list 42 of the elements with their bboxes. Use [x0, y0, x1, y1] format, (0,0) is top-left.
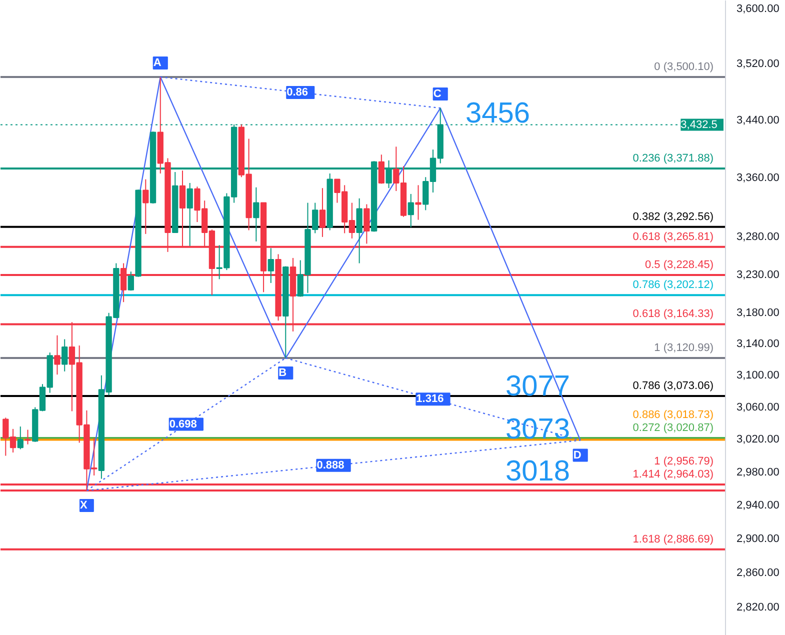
ref-line-label: 3,432.5 — [680, 118, 718, 131]
y-tick-label: 2,820.00 — [736, 602, 780, 614]
data-label: A — [153, 56, 162, 69]
annotation: 3456 — [466, 98, 530, 130]
y-tick-label: 3,230.00 — [736, 268, 780, 281]
y-tick-label: 2,900.00 — [736, 533, 780, 546]
y-tick-label: 3,280.00 — [736, 231, 780, 244]
y-tick-label: 2,940.00 — [736, 499, 780, 512]
ref-line-label: 0.618 (3,164.33) — [632, 308, 714, 320]
data-label: B — [278, 367, 287, 380]
series-label: 1.316 — [416, 393, 444, 406]
y-tick-label: 3,060.00 — [736, 401, 780, 414]
series-label: 0.698 — [169, 418, 197, 430]
data-label: C — [433, 88, 442, 100]
ref-line-label: 0.786 (3,073.06) — [632, 380, 714, 392]
ref-line-label: 0.786 (3,202.12) — [632, 279, 714, 292]
y-tick-label: 3,020.00 — [736, 434, 780, 446]
ref-line-label: 0.236 (3,371.88) — [632, 152, 714, 164]
ref-line-label: 1 (3,120.99) — [654, 342, 714, 354]
data-label: D — [573, 449, 582, 462]
ref-line-label: 1 (2,956.79) — [654, 456, 714, 468]
y-tick-label: 2,980.00 — [736, 466, 780, 478]
y-tick-label: 3,360.00 — [736, 172, 780, 184]
ref-line-label: 0.886 (3,018.73) — [632, 408, 714, 421]
series-label: 0.86 — [286, 86, 308, 99]
y-tick-label: 3,440.00 — [736, 114, 780, 126]
ref-line-label: 0 (3,500.10) — [654, 60, 714, 73]
data-label: X — [80, 500, 88, 512]
y-tick-label: 3,100.00 — [736, 370, 780, 382]
y-tick-label: 3,180.00 — [736, 307, 780, 320]
y-tick-label: 3,140.00 — [736, 338, 780, 350]
y-tick-label: 3,600.00 — [736, 2, 780, 15]
ref-line-label: 0.382 (3,292.56) — [632, 210, 714, 223]
series-label: 0.888 — [316, 459, 344, 472]
ref-line-label: 0.618 (3,265.81) — [632, 230, 714, 243]
ref-line-label: 1.414 (2,964.03) — [632, 468, 714, 481]
y-tick-label: 2,860.00 — [736, 567, 780, 580]
ref-line-label: 0.272 (3,020.87) — [632, 422, 714, 434]
ref-line-label: 1.618 (2,886.69) — [632, 533, 714, 546]
annotation: 3018 — [506, 456, 570, 488]
y-tick-label: 3,520.00 — [736, 58, 780, 70]
ref-line-label: 0.5 (3,228.45) — [645, 259, 714, 272]
